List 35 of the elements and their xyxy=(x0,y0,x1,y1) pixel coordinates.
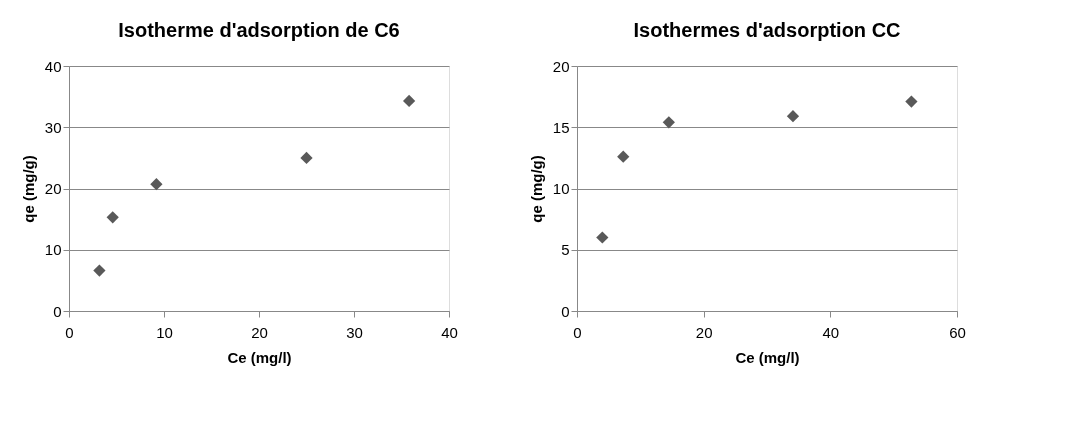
x-tick-label: 60 xyxy=(949,323,966,341)
x-axis-title: Ce (mg/l) xyxy=(735,348,800,366)
chart-title: Isotherme d'adsorption de C6 xyxy=(118,19,400,41)
point xyxy=(106,211,119,224)
y-tick-label: 15 xyxy=(552,118,570,136)
x-tick-label: 0 xyxy=(573,323,582,341)
x-tick-label: 40 xyxy=(822,323,840,341)
y-tick-label: 10 xyxy=(552,180,570,197)
point xyxy=(150,178,163,191)
point xyxy=(617,150,630,163)
x-tick-label: 10 xyxy=(156,323,173,341)
y-tick-label: 0 xyxy=(561,302,570,320)
x-tick-label: 40 xyxy=(441,323,458,341)
x-tick-label: 30 xyxy=(346,323,363,341)
y-tick-label: 20 xyxy=(44,180,62,197)
y-axis-title: qe (mg/g) xyxy=(527,155,545,223)
point xyxy=(93,264,106,277)
y-tick-label: 40 xyxy=(44,57,62,75)
x-axis-title: Ce (mg/l) xyxy=(227,348,292,366)
x-tick-label: 20 xyxy=(251,323,268,341)
y-tick-label: 5 xyxy=(561,241,570,259)
chart-title: Isothermes d'adsorption CC xyxy=(633,19,901,41)
point xyxy=(905,95,918,108)
y-tick-label: 30 xyxy=(44,118,62,136)
y-axis-title: qe (mg/g) xyxy=(19,155,37,223)
point xyxy=(300,151,313,164)
point xyxy=(596,231,609,244)
point xyxy=(786,110,800,123)
point xyxy=(662,116,675,129)
y-tick-label: 10 xyxy=(44,241,62,259)
point xyxy=(402,94,416,108)
x-tick-label: 0 xyxy=(65,323,74,341)
x-tick-label: 20 xyxy=(695,323,713,341)
y-tick-label: 0 xyxy=(53,302,62,320)
y-tick-label: 20 xyxy=(552,57,570,75)
